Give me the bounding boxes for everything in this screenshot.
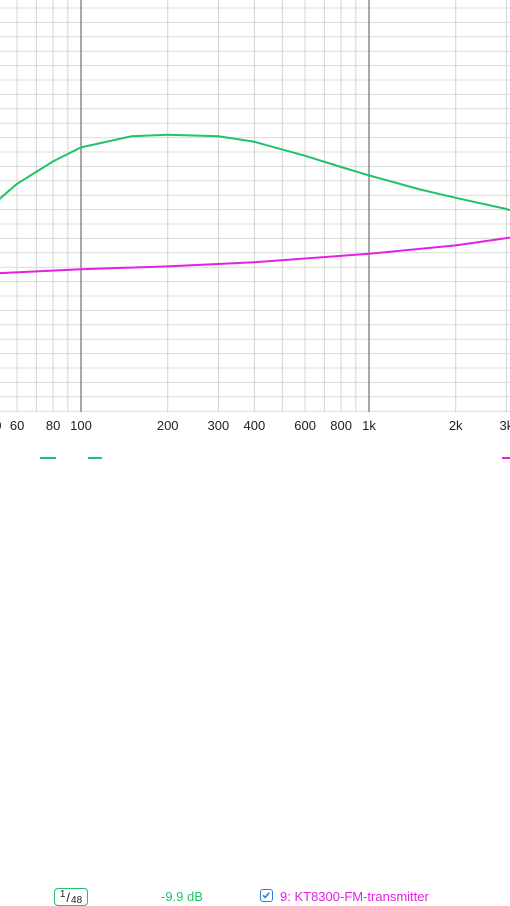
smoothing-denominator: 48 [71,894,83,906]
series-line-2 [0,236,510,275]
frequency-response-plot[interactable] [0,0,510,412]
x-tick-label: 80 [45,418,61,433]
x-tick-label: 800 [330,418,352,433]
checkmark-icon [262,892,270,899]
smoothing-numerator: 1 [59,888,66,900]
x-tick-label: 3k [499,418,510,433]
green-trace-swatch-left [40,457,56,459]
x-tick-label: 60 [9,418,25,433]
x-tick-label: 1k [362,418,376,433]
series-line-1 [0,133,510,212]
smoothing-slash: / [66,889,71,905]
x-tick-label: 2k [448,418,463,433]
x-tick-label: 300 [207,418,230,433]
x-tick-label: 400 [243,418,266,433]
traces [0,133,510,275]
x-tick-label: 600 [294,418,316,433]
x-tick-label: 100 [70,418,92,433]
green-trace-value: -9.9 dB [161,889,203,904]
green-trace-swatch-right [88,457,102,459]
x-tick-label: 200 [156,418,179,433]
major-grid [80,0,370,412]
smoothing-selector[interactable]: 1/48 [54,888,88,906]
trace-2-label[interactable]: 9: KT8300-FM-transmitter [280,889,429,904]
minor-grid [0,0,510,412]
legend-footer: 1/48 -9.9 dB 9: KT8300-FM-transmitter [0,440,510,906]
x-tick-label: 50 [0,418,2,433]
trace-visibility-checkbox[interactable] [260,889,273,902]
magenta-trace-swatch [502,457,510,459]
